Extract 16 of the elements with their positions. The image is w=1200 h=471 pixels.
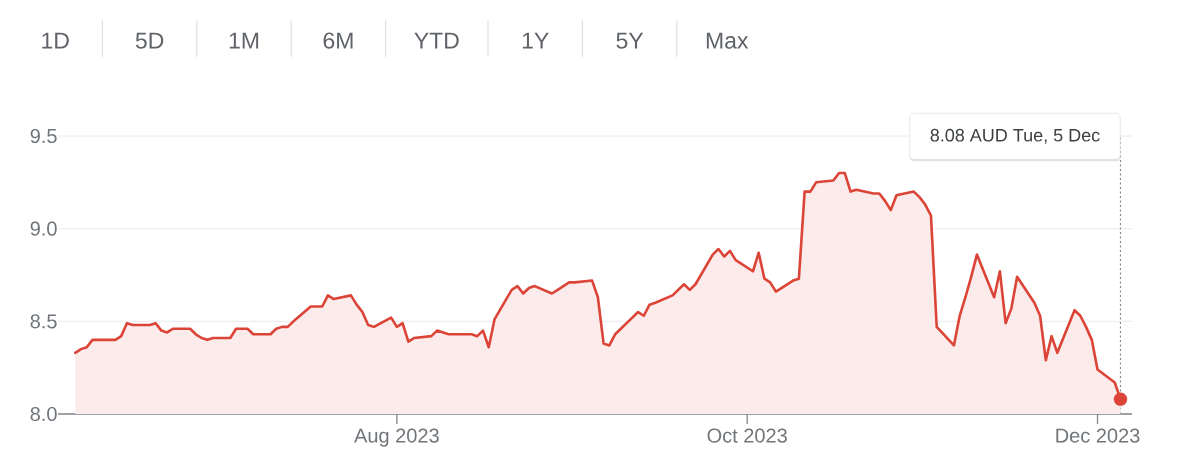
y-tick-label: 8.5	[30, 314, 57, 329]
text: YTD	[414, 32, 459, 49]
ref-line-label: 8.08 AUD Tue, 5 Dec	[930, 128, 1100, 144]
x-tick-label: Oct 2023	[707, 428, 787, 443]
x-tick-label: Aug 2023	[354, 428, 439, 447]
x-tick-label: Dec 2023	[1056, 428, 1140, 443]
text: 1M	[229, 32, 259, 49]
text: 5Y	[616, 32, 644, 49]
y-tick-label: 9.5	[30, 128, 57, 144]
text: 6M	[323, 32, 353, 49]
text: 1Y	[522, 32, 549, 49]
y-tick-label: 9.0	[30, 221, 57, 236]
text: 1D	[42, 32, 69, 49]
text: 5D	[135, 32, 164, 49]
text: Max	[706, 32, 749, 49]
y-tick-label: 8.0	[30, 406, 57, 422]
